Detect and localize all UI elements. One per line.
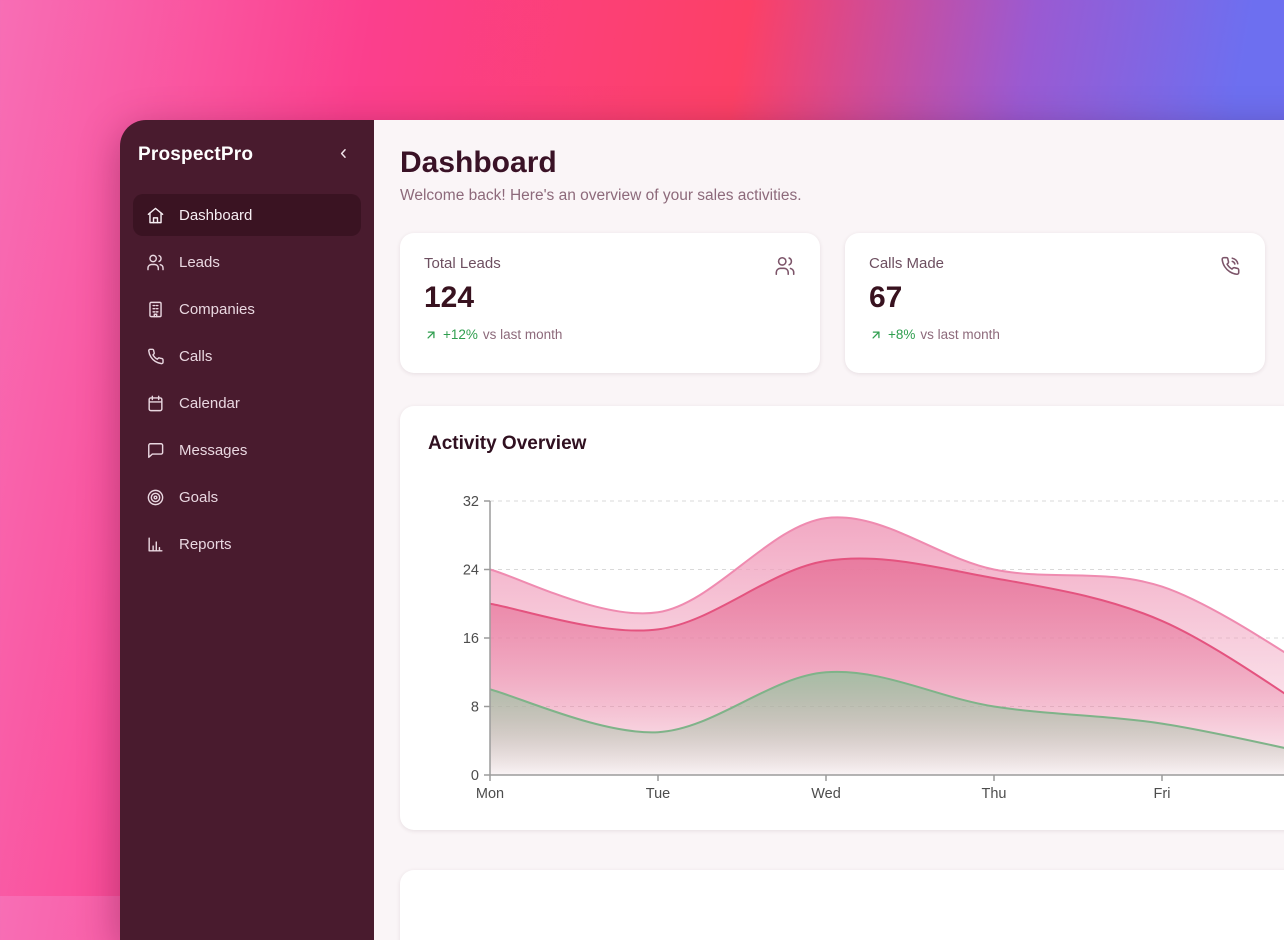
svg-text:16: 16 <box>463 631 479 647</box>
sidebar-item-goals[interactable]: Goals <box>133 476 361 518</box>
sidebar-item-label: Messages <box>179 441 248 459</box>
stat-value: 67 <box>869 281 903 314</box>
delta-percent: +8% <box>888 327 916 342</box>
sidebar-item-label: Companies <box>179 300 255 318</box>
arrow-up-right-icon <box>869 328 883 342</box>
svg-text:Mon: Mon <box>476 786 504 802</box>
sidebar-item-calendar[interactable]: Calendar <box>133 382 361 424</box>
stat-delta: +12% vs last month <box>424 327 796 342</box>
next-section-card <box>400 870 1284 940</box>
sidebar-nav: Dashboard Leads Companies Calls Calendar Mess… <box>133 194 361 565</box>
chevron-left-icon <box>336 146 351 164</box>
page-subtitle: Welcome back! Here's an overview of your… <box>400 187 802 204</box>
sidebar-item-label: Leads <box>179 253 220 271</box>
svg-text:Fri: Fri <box>1154 786 1171 802</box>
chart-canvas: 08162432MonTueWedThuFriSat <box>463 494 1284 802</box>
users-icon <box>774 255 796 282</box>
svg-text:0: 0 <box>471 768 479 784</box>
users-icon <box>146 253 165 272</box>
building-icon <box>146 300 165 319</box>
sidebar-item-leads[interactable]: Leads <box>133 241 361 283</box>
sidebar-header: ProspectPro <box>133 140 361 170</box>
app-logo-title: ProspectPro <box>138 144 254 165</box>
sidebar: ProspectPro Dashboard Leads Companies Calls… <box>120 120 374 940</box>
stat-card-calls-made: Calls Made 67 +8% vs last month <box>845 233 1265 373</box>
delta-percent: +12% <box>443 327 478 342</box>
svg-text:8: 8 <box>471 700 479 716</box>
sidebar-item-companies[interactable]: Companies <box>133 288 361 330</box>
sidebar-item-label: Goals <box>179 488 219 506</box>
sidebar-item-messages[interactable]: Messages <box>133 429 361 471</box>
sidebar-item-calls[interactable]: Calls <box>133 335 361 377</box>
svg-text:Wed: Wed <box>811 786 841 802</box>
arrow-up-right-icon <box>424 328 438 342</box>
activity-area-chart: 08162432MonTueWedThuFriSat <box>400 476 1284 816</box>
sidebar-item-dashboard[interactable]: Dashboard <box>133 194 361 236</box>
svg-text:24: 24 <box>463 563 479 579</box>
home-icon <box>146 206 165 225</box>
stat-label: Calls Made <box>869 255 945 272</box>
sidebar-item-label: Reports <box>179 535 232 553</box>
sidebar-collapse-button[interactable] <box>332 142 355 168</box>
stat-label: Total Leads <box>424 255 501 272</box>
stats-row: Total Leads 124 +12% vs last month Calls Mad… <box>400 233 1284 373</box>
chart-title: Activity Overview <box>428 433 587 454</box>
delta-suffix: vs last month <box>482 327 563 342</box>
svg-text:Tue: Tue <box>646 786 670 802</box>
svg-text:Thu: Thu <box>982 786 1007 802</box>
phone-call-icon <box>1219 255 1241 282</box>
message-icon <box>146 441 165 460</box>
sidebar-item-label: Dashboard <box>179 206 253 224</box>
sidebar-item-label: Calls <box>179 347 213 365</box>
main-content: Dashboard Welcome back! Here's an overvi… <box>374 120 1284 940</box>
stat-card-total-leads: Total Leads 124 +12% vs last month <box>400 233 820 373</box>
sidebar-item-reports[interactable]: Reports <box>133 523 361 565</box>
svg-text:32: 32 <box>463 494 479 510</box>
bar-chart-icon <box>146 535 165 554</box>
stat-delta: +8% vs last month <box>869 327 1241 342</box>
sidebar-item-label: Calendar <box>179 394 240 412</box>
delta-suffix: vs last month <box>920 327 1000 342</box>
target-icon <box>146 488 165 507</box>
page-title: Dashboard <box>400 146 557 179</box>
stat-value: 124 <box>424 281 475 314</box>
phone-icon <box>146 347 165 366</box>
calendar-icon <box>146 394 165 413</box>
activity-overview-card: Activity Overview 0 8 16 24 32 Mon Tue Wed Thu Fr… <box>400 406 1284 830</box>
app-window: ProspectPro Dashboard Leads Companies Calls… <box>120 120 1284 940</box>
